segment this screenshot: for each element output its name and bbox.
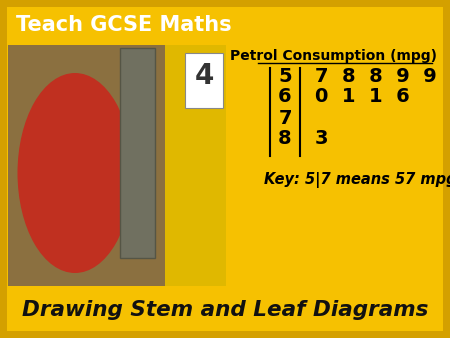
Bar xyxy=(7,7,443,43)
Text: 7  8  8  9  9: 7 8 8 9 9 xyxy=(315,67,437,86)
Bar xyxy=(185,53,223,108)
Text: 7: 7 xyxy=(278,108,292,127)
Text: 4: 4 xyxy=(194,62,214,90)
Text: Petrol Consumption (mpg): Petrol Consumption (mpg) xyxy=(230,49,437,63)
Bar xyxy=(7,289,443,331)
Text: Key: 5|7 means 57 mpg: Key: 5|7 means 57 mpg xyxy=(264,172,450,188)
Text: 6: 6 xyxy=(278,88,292,106)
Bar xyxy=(165,45,226,286)
Text: 3: 3 xyxy=(315,129,328,148)
Bar xyxy=(8,45,168,286)
Text: 0  1  1  6: 0 1 1 6 xyxy=(315,88,410,106)
Bar xyxy=(8,45,226,286)
Text: Drawing Stem and Leaf Diagrams: Drawing Stem and Leaf Diagrams xyxy=(22,300,428,320)
Bar xyxy=(226,45,443,286)
Text: 8: 8 xyxy=(278,129,292,148)
Bar xyxy=(120,48,155,258)
Text: Teach GCSE Maths: Teach GCSE Maths xyxy=(16,15,232,35)
Text: 5: 5 xyxy=(278,67,292,86)
Ellipse shape xyxy=(18,73,132,273)
